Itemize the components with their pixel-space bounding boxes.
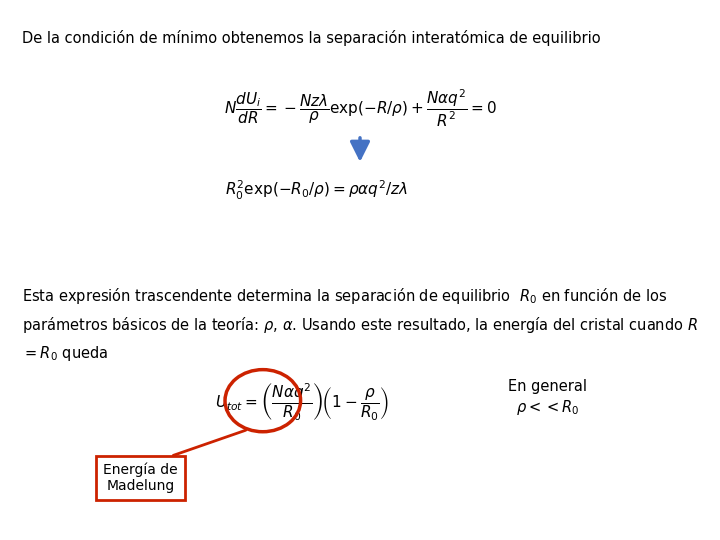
Text: $U_{tot} = \left(\dfrac{N\alpha q^2}{R_0}\right)\!\left(1 - \dfrac{\rho}{R_0}\ri: $U_{tot} = \left(\dfrac{N\alpha q^2}{R_0… (215, 382, 390, 423)
Text: Esta expresión trascendente determina la separación de equilibrio  $R_0$ en func: Esta expresión trascendente determina la… (22, 286, 698, 362)
Text: De la condición de mínimo obtenemos la separación interatómica de equilibrio: De la condición de mínimo obtenemos la s… (22, 30, 600, 46)
Text: $R_0^2\exp(-R_0/\rho) = \rho\alpha q^2/z\lambda$: $R_0^2\exp(-R_0/\rho) = \rho\alpha q^2/z… (225, 179, 408, 201)
Text: $N\dfrac{dU_i}{dR} = -\dfrac{Nz\lambda}{\rho}\exp(-R/\rho) + \dfrac{N\alpha q^2}: $N\dfrac{dU_i}{dR} = -\dfrac{Nz\lambda}{… (224, 87, 496, 129)
Text: Energía de
Madelung: Energía de Madelung (103, 463, 178, 493)
Text: $\rho << R_0$: $\rho << R_0$ (516, 398, 579, 417)
Text: En general: En general (508, 379, 587, 394)
